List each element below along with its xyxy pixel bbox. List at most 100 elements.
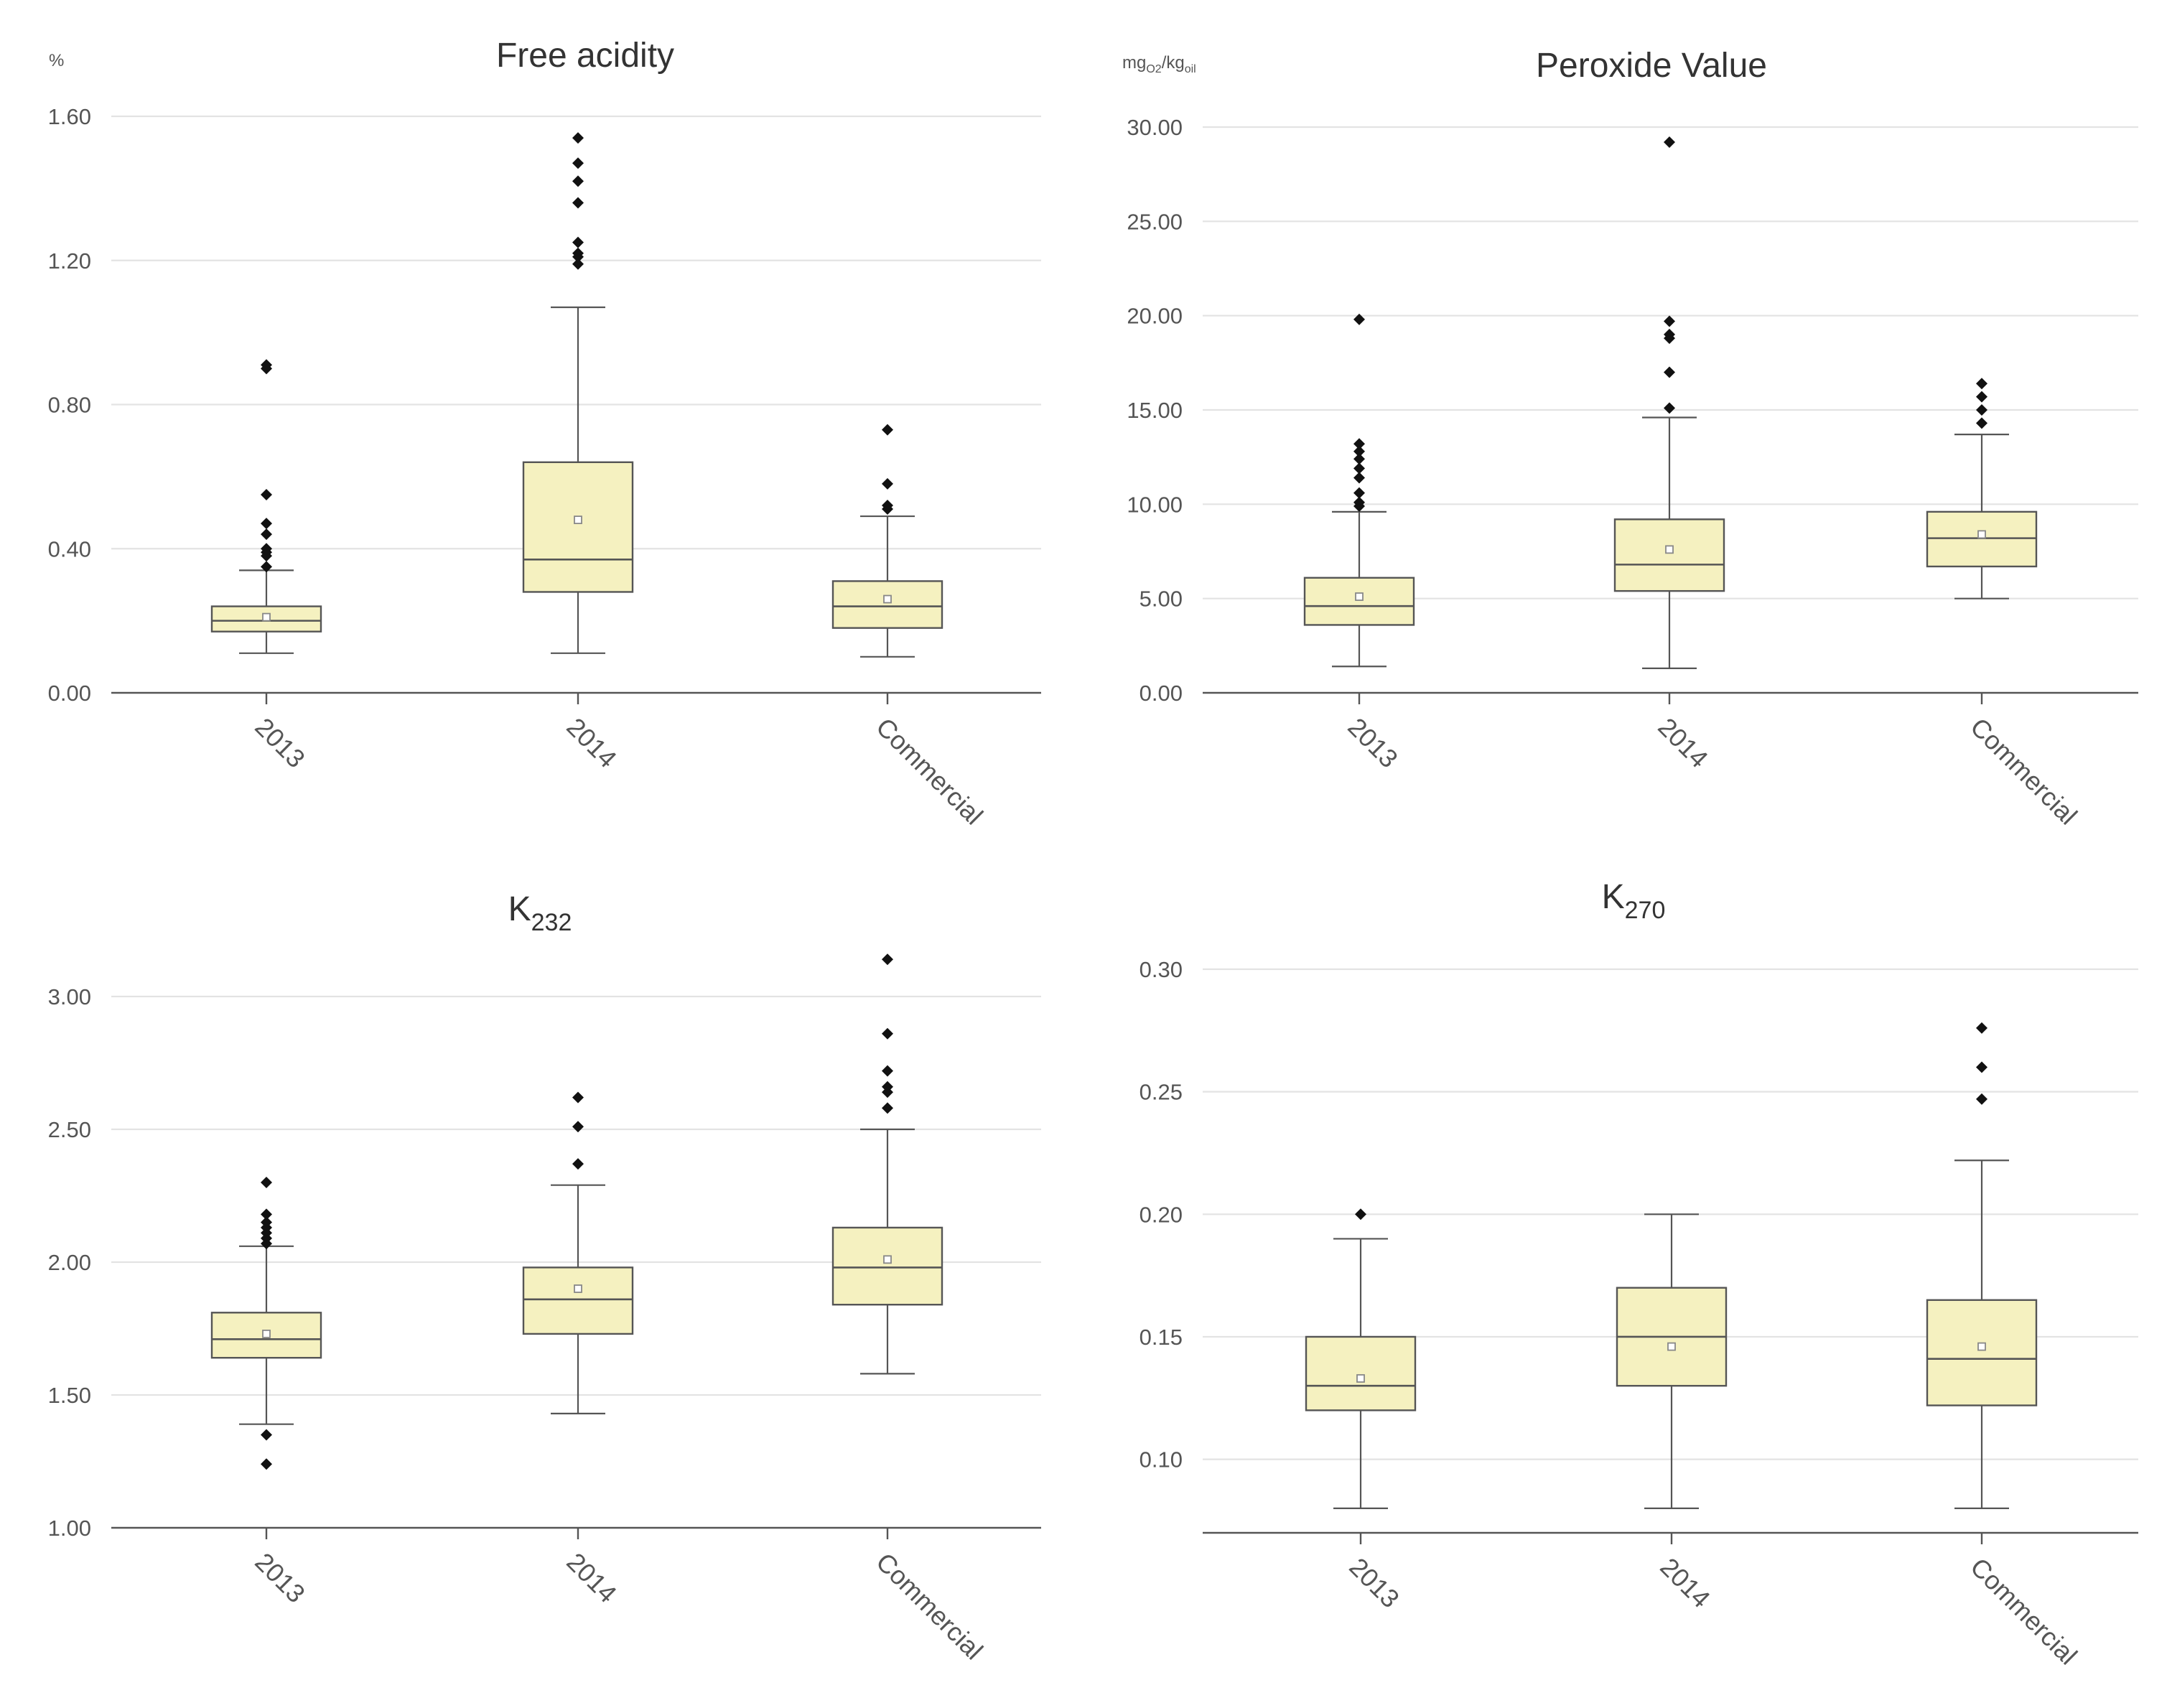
box-commercial: Commercial xyxy=(1926,1022,2083,1671)
y-tick-label: 0.00 xyxy=(48,681,91,706)
box-commercial: Commercial xyxy=(1926,378,2083,831)
outlier-point xyxy=(261,1208,272,1221)
chart-panel-3: 1.00 1.50 2.00 2.50 3.00 K232 2013 2014 Commerci… xyxy=(48,890,1041,1665)
outlier-point xyxy=(261,561,272,573)
outlier-point xyxy=(882,477,893,490)
x-category-label: 2014 xyxy=(1652,712,1714,774)
y-tick-label: 0.15 xyxy=(1140,1325,1183,1350)
mean-marker xyxy=(883,1255,892,1264)
outlier-point xyxy=(572,197,584,209)
outlier-point xyxy=(1353,496,1365,508)
y-tick-label: 0.00 xyxy=(1140,681,1183,706)
x-category-label: 2013 xyxy=(249,712,311,774)
y-tick-label: 1.50 xyxy=(48,1383,91,1408)
box-2013: 2013 xyxy=(1303,313,1415,773)
outlier-point xyxy=(882,500,893,512)
iqr-box xyxy=(1926,510,2038,568)
x-category-label: 2013 xyxy=(1343,1552,1405,1614)
outlier-point xyxy=(572,247,584,259)
outlier-point xyxy=(261,359,272,371)
iqr-box xyxy=(1613,518,1725,592)
outlier-point xyxy=(1353,445,1365,457)
mean-marker xyxy=(1977,1342,1986,1351)
box-commercial: Commercial xyxy=(831,953,989,1666)
chart-title: K232 xyxy=(508,890,572,936)
x-category-label: 2014 xyxy=(561,712,623,774)
chart-title: Peroxide Value xyxy=(1536,47,1767,85)
chart-title: K270 xyxy=(1602,878,1666,924)
iqr-box xyxy=(522,1266,634,1335)
x-category-label: Commercial xyxy=(870,712,989,831)
outlier-point xyxy=(261,1458,272,1470)
y-tick-label: 0.20 xyxy=(1140,1202,1183,1227)
y-tick-label: 5.00 xyxy=(1140,587,1183,612)
mean-marker xyxy=(262,612,271,622)
outlier-point xyxy=(1976,417,1987,429)
y-tick-label: 0.30 xyxy=(1140,957,1183,982)
y-tick-label: 15.00 xyxy=(1127,398,1183,423)
y-tick-label: 0.25 xyxy=(1140,1080,1183,1105)
outlier-point xyxy=(1664,402,1675,414)
chart-panel-2: 0.00 5.00 10.00 15.00 20.00 25.00 30.00 Peroxid… xyxy=(1122,47,2138,830)
outlier-point xyxy=(1353,453,1365,465)
x-category-label: 2014 xyxy=(561,1547,623,1609)
outlier-point xyxy=(1664,136,1675,149)
outlier-point xyxy=(572,1091,584,1103)
outlier-point xyxy=(572,1121,584,1133)
outlier-point xyxy=(1353,313,1365,325)
x-category-label: Commercial xyxy=(1965,712,2083,831)
x-category-label: 2013 xyxy=(249,1547,311,1609)
outlier-point xyxy=(1976,391,1987,403)
outlier-point xyxy=(572,236,584,248)
x-category-label: Commercial xyxy=(870,1547,989,1666)
y-tick-label: 30.00 xyxy=(1127,115,1183,140)
outlier-point xyxy=(1353,438,1365,450)
mean-marker xyxy=(574,515,582,524)
outlier-point xyxy=(572,258,584,270)
outlier-point xyxy=(882,953,893,966)
x-category-label: 2014 xyxy=(1654,1552,1716,1614)
box-2014: 2014 xyxy=(1613,136,1725,774)
chart-title: Free acidity xyxy=(496,37,674,75)
outlier-point xyxy=(882,424,893,436)
y-tick-label: 0.10 xyxy=(1140,1447,1183,1473)
outlier-point xyxy=(261,528,272,541)
x-category-label: Commercial xyxy=(1965,1552,2083,1671)
outlier-point xyxy=(572,157,584,169)
outlier-point xyxy=(261,488,272,500)
mean-marker xyxy=(1977,530,1986,539)
y-tick-label: 1.60 xyxy=(48,104,91,129)
outlier-point xyxy=(261,1429,272,1441)
outlier-point xyxy=(1355,1208,1366,1221)
outlier-point xyxy=(1976,1061,1987,1073)
outlier-point xyxy=(882,1102,893,1114)
outlier-point xyxy=(572,1158,584,1170)
box-2013: 2013 xyxy=(210,359,322,774)
box-2014: 2014 xyxy=(1616,1213,1728,1614)
outlier-point xyxy=(1976,1022,1987,1034)
outlier-point xyxy=(882,1081,893,1093)
mean-marker xyxy=(574,1284,582,1293)
mean-marker xyxy=(1667,1342,1676,1351)
outlier-point xyxy=(1664,366,1675,378)
outlier-point xyxy=(1353,487,1365,499)
box-2014: 2014 xyxy=(522,1091,634,1609)
iqr-box xyxy=(831,1226,943,1306)
mean-marker xyxy=(883,594,892,604)
outlier-point xyxy=(882,1027,893,1040)
iqr-box xyxy=(831,580,943,629)
y-tick-label: 20.00 xyxy=(1127,304,1183,329)
outlier-point xyxy=(1664,328,1675,340)
iqr-box xyxy=(1305,1335,1417,1411)
y-tick-label: 0.40 xyxy=(48,536,91,561)
outlier-point xyxy=(1664,315,1675,327)
outlier-point xyxy=(261,543,272,555)
chart-panel-4: 0.10 0.15 0.20 0.25 0.30 K270 2013 2014 Commerci… xyxy=(1140,878,2138,1670)
y-tick-label: 1.20 xyxy=(48,248,91,274)
outlier-point xyxy=(261,1216,272,1228)
mean-marker xyxy=(1356,1374,1365,1383)
outlier-point xyxy=(1353,462,1365,475)
y-tick-label: 0.80 xyxy=(48,393,91,418)
y-unit-label: mgO2/kgoil xyxy=(1122,53,1196,75)
